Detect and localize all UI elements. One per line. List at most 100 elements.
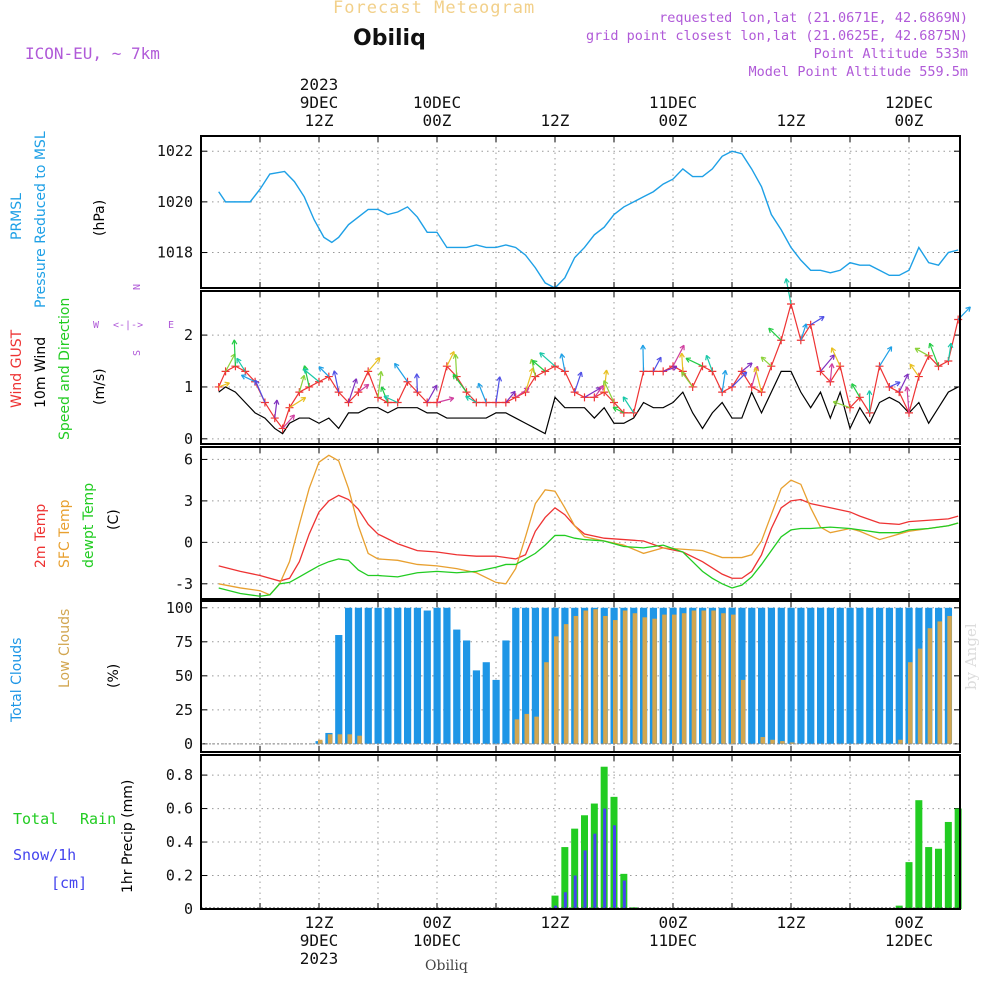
rain-bar: [905, 862, 913, 909]
wind-direction-arrow: [768, 327, 782, 341]
low-cloud-bar: [347, 734, 352, 744]
total-cloud-bar: [738, 607, 746, 744]
low-cloud-bar: [760, 737, 765, 744]
model-label: ICON-EU, ~ 7km: [25, 44, 160, 63]
wind-gust-marker: [737, 367, 746, 376]
snow-bar: [563, 892, 567, 909]
total-cloud-bar: [895, 607, 903, 744]
low-cloud-bar: [544, 662, 549, 744]
rain-bar: [561, 847, 569, 909]
y-tick-label: 0.8: [166, 766, 193, 784]
y-tick-label: 1022: [157, 142, 193, 160]
low-cloud-bar: [514, 719, 520, 744]
low-cloud-bar: [612, 620, 618, 744]
wind-direction-arrow: [436, 396, 455, 404]
total-cloud-bar: [885, 607, 894, 744]
low-cloud-bar: [681, 613, 687, 744]
y-tick-label: -3: [175, 575, 193, 593]
bottom-time-label: 12Z: [305, 913, 334, 932]
dewpoint-line: [218, 522, 959, 597]
low-cloud-bar: [622, 610, 628, 744]
bottom-time-label: 00Z: [423, 913, 452, 932]
wind-gust-marker: [570, 388, 579, 397]
wind-direction-arrow: [282, 414, 296, 429]
low-cloud-bar: [907, 662, 913, 744]
total-cloud-bar: [836, 607, 844, 744]
wind-direction-arrow: [672, 344, 685, 367]
snow-bar: [573, 875, 577, 909]
requested-coords: requested lon,lat (21.0671E, 42.6869N): [659, 10, 968, 26]
total-cloud-bar: [364, 607, 372, 744]
y-tick-label: 3: [184, 492, 193, 510]
y-tick-label: 0.4: [166, 833, 193, 851]
low-cloud-bar: [947, 615, 952, 744]
wind-gust-marker: [895, 388, 904, 397]
wind-direction-arrow: [681, 371, 694, 388]
wind-direction-arrow: [273, 399, 280, 419]
wind-gust-marker: [757, 388, 766, 397]
wind-direction-arrow: [800, 323, 808, 341]
low-cloud-bar: [662, 614, 667, 744]
y-tick-label: 25: [175, 701, 193, 719]
total-cloud-bar: [512, 607, 520, 744]
low-cloud-bar: [671, 614, 677, 744]
wind-direction-arrow: [302, 368, 320, 383]
wind-gust-marker: [698, 362, 707, 371]
total-cloud-bar: [856, 607, 864, 744]
wind-direction-arrow: [377, 370, 384, 398]
total-cloud-bar: [335, 635, 343, 744]
low-cloud-bar: [770, 739, 775, 744]
total-cloud-bar: [394, 607, 402, 744]
wind-direction-arrow: [640, 344, 646, 372]
low-cloud-bar: [583, 610, 588, 744]
compass-arrow: <-|->: [113, 320, 144, 331]
location-title: Obiliq: [353, 26, 426, 51]
wind-direction-arrow: [298, 374, 306, 393]
wind-direction-arrow: [947, 342, 954, 362]
low-cloud-bar: [357, 735, 362, 744]
wind-direction-arrow: [559, 353, 566, 372]
low-cloud-bar: [652, 618, 657, 744]
top-time-label: 12Z: [777, 111, 806, 130]
total-cloud-bar: [443, 607, 451, 744]
low-cloud-bar: [318, 739, 323, 744]
rain-bar: [944, 821, 952, 909]
total-cloud-bar: [403, 607, 412, 744]
total-cloud-bar: [797, 607, 805, 744]
rain-bar: [571, 828, 579, 909]
rain-bar: [551, 895, 559, 909]
wind-gust-marker: [315, 377, 323, 386]
total-cloud-bar: [521, 607, 530, 744]
rain-bar: [915, 800, 923, 909]
total-cloud-bar: [757, 607, 766, 744]
snow-bar: [622, 880, 626, 909]
wind-direction-arrow: [602, 380, 615, 403]
total-cloud-bar: [423, 610, 431, 744]
bottom-time-label: 00Z: [895, 913, 924, 932]
wind-direction-arrow: [367, 357, 381, 372]
total-cloud-bar: [767, 607, 776, 744]
low-cloud-bar: [327, 734, 333, 744]
wind-direction-arrow: [539, 352, 556, 367]
wind-direction-arrow: [685, 357, 703, 367]
total-cloud-bar: [807, 607, 815, 744]
top-time-label: 11DEC: [649, 93, 697, 112]
panel-frame: [200, 600, 961, 753]
wind-gust-marker: [649, 367, 658, 376]
total-cloud-bar: [413, 607, 422, 744]
rain-bar: [925, 847, 933, 909]
low-cloud-bar: [917, 648, 923, 744]
bottom-time-label: 12Z: [541, 913, 570, 932]
wind-gust-marker: [241, 367, 250, 376]
low-cloud-bar: [553, 636, 559, 744]
label-cm: [cm]: [51, 874, 88, 892]
wind-gust-marker: [541, 367, 550, 376]
grid-point-coords: grid point closest lon,lat (21.0625E, 42…: [585, 28, 968, 44]
y-tick-label: 2: [184, 326, 193, 344]
bottom-time-label: 2023: [300, 949, 339, 968]
wind-gust-marker: [462, 388, 471, 397]
bottom-time-label: 9DEC: [300, 931, 339, 950]
wind-direction-arrow: [909, 363, 920, 377]
low-cloud-bar: [898, 739, 903, 744]
